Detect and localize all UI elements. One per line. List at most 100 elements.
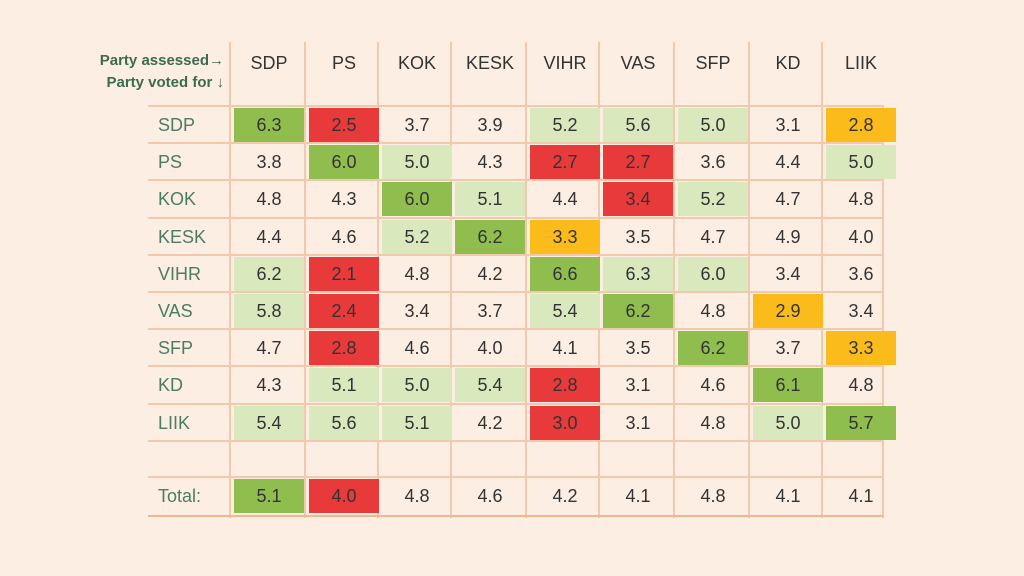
- table-cell: 3.1: [775, 115, 801, 135]
- table-cell: 4.3: [477, 152, 503, 172]
- table-cell: 4.9: [775, 227, 801, 247]
- total-cell: 5.1: [234, 479, 304, 513]
- table-cell: 5.2: [530, 108, 600, 142]
- table-cell: 4.0: [477, 338, 503, 358]
- grid-hline: [148, 291, 884, 293]
- table-cell: 6.2: [603, 294, 673, 328]
- total-cell: 4.1: [625, 486, 651, 506]
- total-cell: 4.1: [775, 486, 801, 506]
- total-cell: 4.6: [477, 486, 503, 506]
- row-header-vihr: VIHR: [158, 264, 202, 284]
- table-cell: 2.8: [826, 108, 896, 142]
- table-cell: 5.2: [382, 220, 452, 254]
- row-header-ps: PS: [158, 152, 183, 172]
- table-cell: 6.6: [530, 257, 600, 291]
- table-cell: 4.3: [256, 375, 282, 395]
- table-cell: 2.1: [309, 257, 379, 291]
- grid-vline: [229, 42, 231, 518]
- table-cell: 4.7: [775, 189, 801, 209]
- grid-vline: [821, 42, 823, 518]
- table-cell: 3.3: [530, 220, 600, 254]
- table-cell: 5.0: [382, 145, 452, 179]
- table-cell: 6.0: [678, 257, 748, 291]
- table-cell: 5.1: [455, 182, 525, 216]
- table-cell: 4.7: [256, 338, 282, 358]
- table-cell: 5.6: [603, 108, 673, 142]
- table-cell: 6.2: [234, 257, 304, 291]
- table-cell: 6.0: [382, 182, 452, 216]
- grid-hline: [148, 365, 884, 367]
- table-cell: 2.8: [530, 368, 600, 402]
- row-header-sfp: SFP: [158, 338, 194, 358]
- table-cell: 4.3: [331, 189, 357, 209]
- total-label: Total:: [158, 486, 202, 506]
- grid-hline: [148, 105, 884, 107]
- header-party-assessed: Party assessed→: [99, 52, 224, 69]
- table-cell: 4.8: [256, 189, 282, 209]
- table-cell: 3.1: [625, 413, 651, 433]
- table-cell: 5.4: [455, 368, 525, 402]
- grid-hline: [148, 328, 884, 330]
- grid-vline: [304, 42, 306, 518]
- grid-vline: [450, 42, 452, 518]
- table-cell: 3.6: [848, 264, 874, 284]
- grid-hline: [148, 217, 884, 219]
- table-cell: 3.4: [404, 301, 430, 321]
- table-cell: 2.5: [309, 108, 379, 142]
- table-cell: 6.3: [603, 257, 673, 291]
- column-header-kok: KOK: [397, 53, 436, 73]
- table-cell: 4.8: [848, 189, 874, 209]
- table-cell: 5.8: [234, 294, 304, 328]
- total-cell: 4.8: [404, 486, 430, 506]
- table-cell: 5.7: [826, 406, 896, 440]
- grid-vline: [525, 42, 527, 518]
- column-header-kd: KD: [775, 53, 801, 73]
- grid-vline: [673, 42, 675, 518]
- row-header-kesk: KESK: [158, 227, 207, 247]
- table-cell: 4.6: [331, 227, 357, 247]
- table-cell: 3.3: [826, 331, 896, 365]
- table-cell: 4.8: [848, 375, 874, 395]
- table-cell: 4.4: [552, 189, 578, 209]
- grid-hline: [148, 142, 884, 144]
- table-cell: 6.3: [234, 108, 304, 142]
- table-cell: 6.2: [455, 220, 525, 254]
- table-cell: 4.4: [775, 152, 801, 172]
- column-header-liik: LIIK: [844, 53, 878, 73]
- table-cell: 4.6: [700, 375, 726, 395]
- row-header-liik: LIIK: [158, 413, 191, 433]
- table-cell: 4.8: [700, 413, 726, 433]
- table-cell: 6.2: [678, 331, 748, 365]
- table-cell: 4.2: [477, 413, 503, 433]
- table-cell: 4.8: [404, 264, 430, 284]
- total-cell: 4.0: [309, 479, 379, 513]
- table-cell: 3.7: [477, 301, 503, 321]
- table-cell: 5.0: [826, 145, 896, 179]
- table-cell: 3.4: [848, 301, 874, 321]
- table-cell: 5.1: [382, 406, 452, 440]
- table-cell: 5.0: [382, 368, 452, 402]
- column-header-sdp: SDP: [250, 53, 288, 73]
- table-cell: 3.0: [530, 406, 600, 440]
- table-cell: 4.2: [477, 264, 503, 284]
- row-header-vas: VAS: [158, 301, 193, 321]
- table-cell: 5.4: [234, 406, 304, 440]
- row-header-sdp: SDP: [158, 115, 196, 135]
- table-cell: 4.6: [404, 338, 430, 358]
- grid-hline: [148, 440, 884, 442]
- table-cell: 5.6: [309, 406, 379, 440]
- table-cell: 2.4: [309, 294, 379, 328]
- table-cell: 4.0: [848, 227, 874, 247]
- column-header-ps: PS: [331, 53, 356, 73]
- table-cell: 2.7: [603, 145, 673, 179]
- table-cell: 3.9: [477, 115, 503, 135]
- table-cell: 2.9: [753, 294, 823, 328]
- column-header-kesk: KESK: [465, 53, 515, 73]
- table-cell: 3.5: [625, 227, 651, 247]
- grid-hline: [148, 179, 884, 181]
- table-cell: 3.4: [603, 182, 673, 216]
- table-cell: 2.8: [309, 331, 379, 365]
- grid-vline: [748, 42, 750, 518]
- column-header-vas: VAS: [620, 53, 656, 73]
